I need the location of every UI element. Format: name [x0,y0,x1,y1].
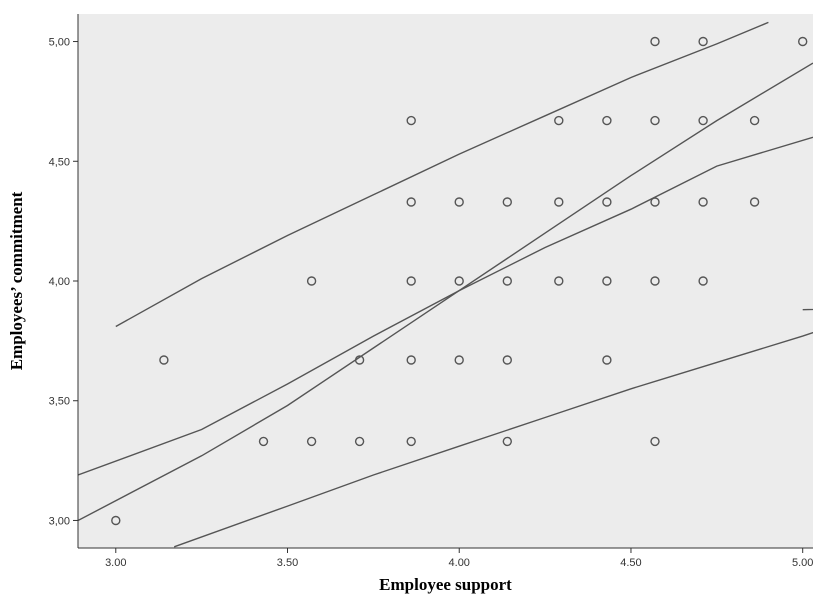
data-point [749,197,760,207]
data-point [406,197,416,207]
data-point [650,197,660,207]
fit-line-2 [173,308,813,548]
data-point [650,115,660,126]
fit-line-4 [78,136,813,476]
axes: 3.00 3.50 4.00 4.50 5.00 3,00 3,50 4,00 4,50 5,00 [49,14,813,569]
data-point [749,115,760,126]
fit-lines [78,21,813,548]
data-points [111,36,808,526]
data-point [159,355,169,365]
data-point [354,355,365,365]
data-point [698,36,708,47]
data-point [454,197,464,207]
data-point [698,276,708,286]
data-point [698,115,708,126]
data-point [602,355,612,365]
data-point [502,276,512,286]
y-tick-label: 3,50 [49,396,70,408]
x-tick-label: 4.00 [449,557,470,569]
fit-line-1 [115,21,769,328]
x-tick-label: 4.50 [620,557,641,569]
x-tick-label: 5.00 [792,557,813,569]
data-point [454,276,464,286]
y-tick-label: 3,00 [49,515,70,527]
data-point [554,115,564,126]
data-point [454,355,464,365]
data-point [502,355,512,365]
data-point [406,115,416,126]
data-point [602,276,612,286]
data-point [306,276,317,286]
data-point [554,276,564,286]
data-point [111,515,121,526]
plot-background [78,14,813,548]
y-tick-label: 4,50 [49,156,70,168]
x-axis-title: Employee support [379,575,512,594]
data-point [698,197,708,207]
data-point [502,197,512,207]
data-point [650,36,660,47]
data-point [306,436,317,447]
y-axis-title: Employees’ commitment [7,191,26,370]
y-tick-label: 5,00 [49,37,70,49]
data-point [602,197,612,207]
data-point [258,436,269,447]
data-point [406,355,416,365]
data-point [406,436,416,447]
data-point [798,36,808,47]
data-point [650,276,660,286]
data-point [354,436,365,447]
y-tick-label: 4,00 [49,276,70,288]
x-tick-label: 3.50 [277,557,298,569]
data-point [502,436,512,447]
data-point [406,276,416,286]
data-point [554,197,564,207]
data-point [602,115,612,126]
data-point [650,436,660,447]
x-tick-label: 3.00 [105,557,126,569]
